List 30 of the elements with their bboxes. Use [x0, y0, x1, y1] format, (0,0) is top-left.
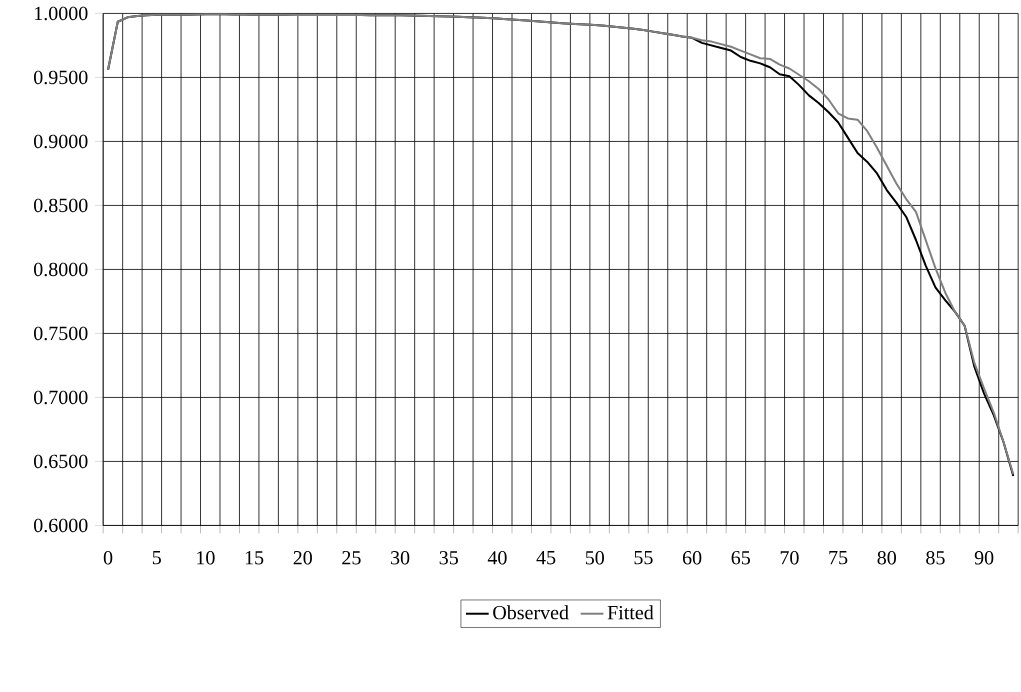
x-tick-label: 60 — [682, 551, 702, 565]
x-tick-label: 5 — [152, 551, 161, 565]
x-tick-label: 15 — [245, 551, 264, 565]
y-tick-label: 0.9500 — [34, 70, 88, 85]
x-tick-label: 55 — [634, 551, 653, 565]
y-tick-label: 0.8500 — [34, 198, 88, 213]
legend-label: Fitted — [607, 605, 654, 620]
x-tick-label: 30 — [391, 551, 410, 565]
y-tick-label: 0.7000 — [34, 390, 88, 405]
y-tick-label: 1.0000 — [35, 6, 88, 21]
x-tick-label: 70 — [780, 551, 799, 565]
x-tick-label: 65 — [731, 551, 750, 565]
x-tick-label: 0 — [103, 551, 113, 565]
x-tick-label: 75 — [829, 551, 848, 565]
x-tick-label: 40 — [487, 551, 507, 565]
x-tick-label: 90 — [974, 551, 994, 565]
y-tick-label: 0.6000 — [34, 518, 88, 533]
x-tick-label: 80 — [877, 551, 896, 565]
y-tick-label: 0.8000 — [34, 262, 88, 277]
x-tick-label: 10 — [197, 551, 215, 565]
legend-label: Observed — [493, 605, 569, 620]
x-tick-label: 45 — [536, 551, 556, 565]
x-tick-label: 85 — [926, 551, 945, 565]
y-tick-label: 0.9000 — [34, 134, 88, 149]
y-tick-label: 0.6500 — [34, 454, 88, 469]
y-tick-label: 0.7500 — [34, 326, 88, 341]
x-tick-label: 35 — [439, 551, 458, 565]
x-tick-label: 20 — [293, 551, 312, 565]
x-tick-label: 50 — [585, 551, 604, 565]
x-tick-label: 25 — [342, 551, 361, 565]
